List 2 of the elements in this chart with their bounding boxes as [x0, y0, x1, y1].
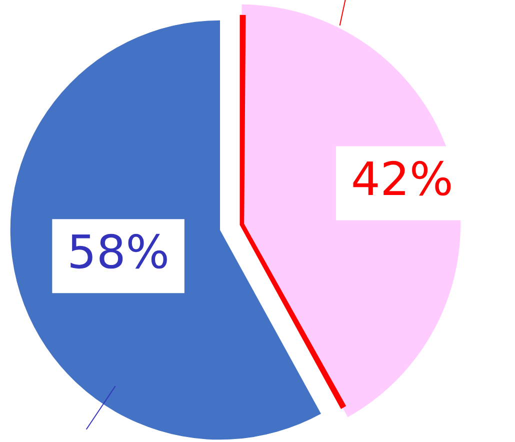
data-label: 58% [67, 225, 170, 280]
data-label: 42% [350, 152, 454, 206]
